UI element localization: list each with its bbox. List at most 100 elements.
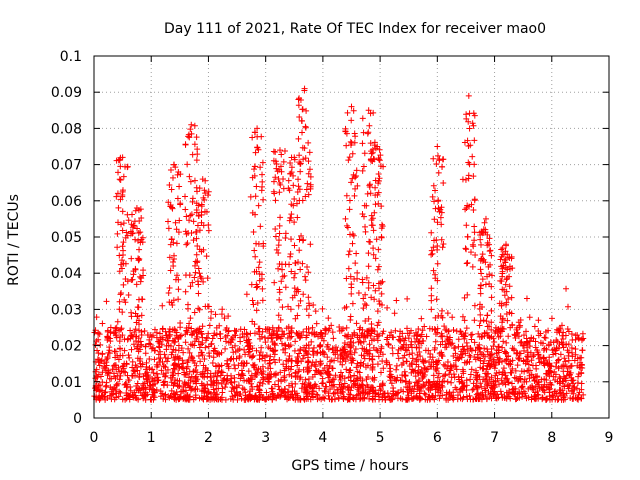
data-point — [256, 259, 263, 266]
data-point — [394, 374, 401, 381]
data-point — [458, 331, 465, 338]
data-point — [192, 262, 199, 269]
data-point — [296, 186, 303, 193]
data-point — [368, 337, 375, 344]
data-point — [207, 374, 214, 381]
data-point — [284, 388, 291, 395]
data-point — [198, 211, 205, 218]
data-point — [429, 354, 436, 361]
data-point — [288, 372, 295, 379]
data-point — [306, 149, 313, 156]
data-point — [404, 295, 411, 302]
data-point — [463, 377, 470, 384]
data-point — [130, 222, 137, 229]
data-point — [509, 365, 516, 372]
data-point — [396, 333, 403, 340]
data-point — [486, 248, 493, 255]
data-point — [361, 150, 368, 157]
data-point — [544, 395, 551, 402]
data-point — [277, 369, 284, 376]
data-point — [272, 158, 279, 165]
data-point — [295, 176, 302, 183]
data-point — [553, 345, 560, 352]
data-point — [531, 377, 538, 384]
data-point — [436, 208, 443, 215]
data-point — [211, 345, 218, 352]
data-point — [481, 219, 488, 226]
data-point — [234, 347, 241, 354]
data-point — [503, 299, 510, 306]
data-point — [318, 329, 325, 336]
data-point — [276, 356, 283, 363]
data-point — [173, 240, 180, 247]
data-point — [199, 387, 206, 394]
data-point — [164, 366, 171, 373]
data-point — [210, 386, 217, 393]
data-point — [132, 265, 139, 272]
data-point — [369, 356, 376, 363]
data-point — [347, 356, 354, 363]
data-point — [253, 372, 260, 379]
data-point — [208, 341, 215, 348]
data-point — [477, 311, 484, 318]
data-point — [131, 329, 138, 336]
data-point — [467, 345, 474, 352]
data-point — [218, 362, 225, 369]
data-point — [319, 375, 326, 382]
data-point — [181, 379, 188, 386]
data-point — [521, 376, 528, 383]
data-point — [247, 193, 254, 200]
data-point — [112, 375, 119, 382]
data-point — [292, 369, 299, 376]
data-point — [372, 287, 379, 294]
data-point — [532, 338, 539, 345]
data-point — [146, 355, 153, 362]
data-point — [303, 306, 310, 313]
data-point — [455, 392, 461, 399]
data-point — [153, 386, 160, 393]
data-point — [176, 354, 183, 361]
data-point — [467, 376, 474, 383]
data-point — [455, 343, 462, 350]
data-point — [279, 328, 286, 335]
data-point — [498, 377, 505, 384]
data-point — [325, 374, 332, 381]
data-point — [295, 302, 302, 309]
data-point — [476, 322, 483, 329]
data-point — [239, 385, 246, 392]
data-point — [204, 275, 211, 282]
data-point — [557, 387, 564, 394]
data-point — [166, 331, 173, 338]
data-point — [291, 154, 298, 161]
data-point — [536, 359, 543, 366]
data-point — [518, 384, 525, 391]
data-point — [230, 349, 237, 356]
data-point — [373, 236, 380, 243]
data-point — [139, 296, 146, 303]
data-point — [271, 279, 278, 286]
data-point — [442, 326, 449, 333]
data-point — [337, 390, 344, 397]
data-point — [295, 288, 302, 295]
data-point — [423, 366, 430, 373]
data-point — [461, 294, 468, 301]
data-point — [444, 310, 451, 317]
data-point — [438, 333, 445, 340]
data-point — [299, 260, 306, 267]
data-point — [335, 395, 342, 402]
data-point — [480, 393, 487, 400]
data-point — [347, 273, 354, 280]
data-point — [155, 351, 162, 358]
data-point — [403, 358, 410, 365]
data-point — [469, 386, 476, 393]
data-point — [126, 377, 133, 384]
data-point — [298, 385, 305, 392]
data-point — [249, 209, 256, 216]
data-point — [375, 177, 382, 184]
data-point — [543, 346, 550, 353]
data-point — [411, 333, 418, 340]
data-point — [281, 148, 288, 155]
data-point — [409, 350, 416, 357]
data-point — [133, 383, 140, 390]
